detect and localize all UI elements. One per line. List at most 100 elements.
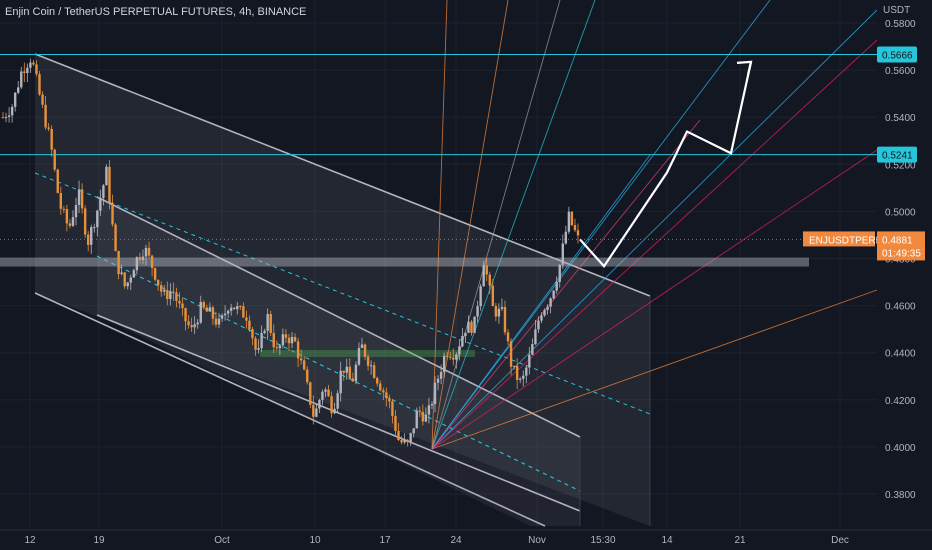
candle-body xyxy=(47,127,50,129)
price-axis-background xyxy=(877,0,932,530)
candle-body xyxy=(281,334,285,346)
outer-channel-midline xyxy=(34,172,651,415)
candle-body xyxy=(470,321,473,333)
candle-body xyxy=(488,274,491,286)
candle-body xyxy=(169,291,172,300)
candle-body xyxy=(479,286,482,307)
inner-channel-top-line xyxy=(96,196,581,438)
candle-body xyxy=(257,348,260,350)
candle-body xyxy=(464,332,467,336)
axis-unit-label: USDT xyxy=(883,5,910,16)
candle-body xyxy=(83,208,87,235)
candle-body xyxy=(202,301,205,308)
candle-body xyxy=(150,255,154,269)
candle-body xyxy=(522,375,525,379)
candle-body xyxy=(348,366,352,379)
x-tick-label: 19 xyxy=(93,535,105,546)
candle-body xyxy=(357,348,361,365)
candle-body xyxy=(181,303,184,309)
candle-body xyxy=(251,329,254,339)
candle-body xyxy=(211,307,215,319)
candle-body xyxy=(485,265,488,275)
candle-body xyxy=(330,396,333,414)
candle-body xyxy=(430,404,434,406)
candle-body xyxy=(269,314,272,333)
candle-body xyxy=(436,378,440,383)
candle-body xyxy=(363,344,367,357)
x-tick-label: Nov xyxy=(528,535,546,546)
candle-body xyxy=(531,344,534,355)
time-axis-background xyxy=(0,530,932,550)
candle-body xyxy=(263,330,266,333)
candle-body xyxy=(552,290,555,299)
candle-body xyxy=(163,290,166,292)
candle-body xyxy=(120,272,123,275)
candle-body xyxy=(214,318,218,325)
candle-body xyxy=(144,247,148,257)
candle-body xyxy=(400,440,403,443)
y-tick-label: 0.5200 xyxy=(885,160,916,171)
chart-title: Enjin Coin / TetherUS PERPETUAL FUTURES,… xyxy=(5,6,307,18)
candle-body xyxy=(418,410,421,412)
price-label-text: 0.5241 xyxy=(882,151,913,162)
candle-body xyxy=(555,281,558,291)
candle-body xyxy=(248,320,251,330)
candle-body xyxy=(102,185,105,198)
candle-body xyxy=(452,357,455,360)
candle-body xyxy=(275,347,279,349)
candle-body xyxy=(299,358,303,361)
candle-body xyxy=(506,332,510,342)
candle-body xyxy=(160,285,163,292)
projection-path xyxy=(579,60,753,269)
last-price-text: 0.4881 xyxy=(882,235,913,246)
candle-body xyxy=(245,317,248,321)
candle-body xyxy=(20,71,23,88)
candle-body xyxy=(184,308,187,322)
candle-body xyxy=(561,243,564,265)
demand-zone-box xyxy=(260,350,475,357)
fan-line xyxy=(431,0,561,450)
candle-body xyxy=(315,408,318,417)
candle-body xyxy=(93,227,96,229)
x-tick-label: Dec xyxy=(831,535,849,546)
candle-body xyxy=(278,345,282,349)
candle-body xyxy=(68,223,72,226)
candle-body xyxy=(53,149,56,170)
candle-body xyxy=(86,234,90,245)
candle-body xyxy=(379,383,382,391)
fan-line xyxy=(431,154,651,450)
outer-channel-top-line xyxy=(34,53,651,297)
price-label-box xyxy=(877,46,917,63)
fan-line xyxy=(431,289,878,450)
candle-body xyxy=(458,346,461,355)
candle-body xyxy=(412,428,415,434)
y-tick-label: 0.3800 xyxy=(885,490,916,501)
candle-body xyxy=(312,404,315,417)
fan-line xyxy=(431,119,701,450)
candle-body xyxy=(333,408,336,414)
candle-body xyxy=(239,306,242,308)
symbol-label-box xyxy=(803,231,875,247)
candle-body xyxy=(427,405,431,415)
candle-body xyxy=(56,169,59,193)
candle-body xyxy=(132,270,136,278)
countdown-text: 01:49:35 xyxy=(882,248,921,259)
candle-body xyxy=(229,307,233,311)
candle-body xyxy=(62,208,66,210)
candle-body xyxy=(543,309,546,316)
candle-body xyxy=(388,398,391,402)
candle-body xyxy=(537,320,540,330)
projection-arrowhead xyxy=(736,60,753,76)
outer-channel-fill xyxy=(35,54,650,526)
candle-body xyxy=(147,247,151,256)
candlesticks xyxy=(1,58,580,447)
candle-body xyxy=(424,414,428,422)
y-tick-label: 0.4400 xyxy=(885,349,916,360)
fan-lines xyxy=(431,0,878,450)
candle-body xyxy=(80,189,84,209)
fan-line xyxy=(431,149,878,450)
candle-body xyxy=(190,325,193,328)
candle-body xyxy=(71,217,75,226)
candle-body xyxy=(442,355,446,373)
